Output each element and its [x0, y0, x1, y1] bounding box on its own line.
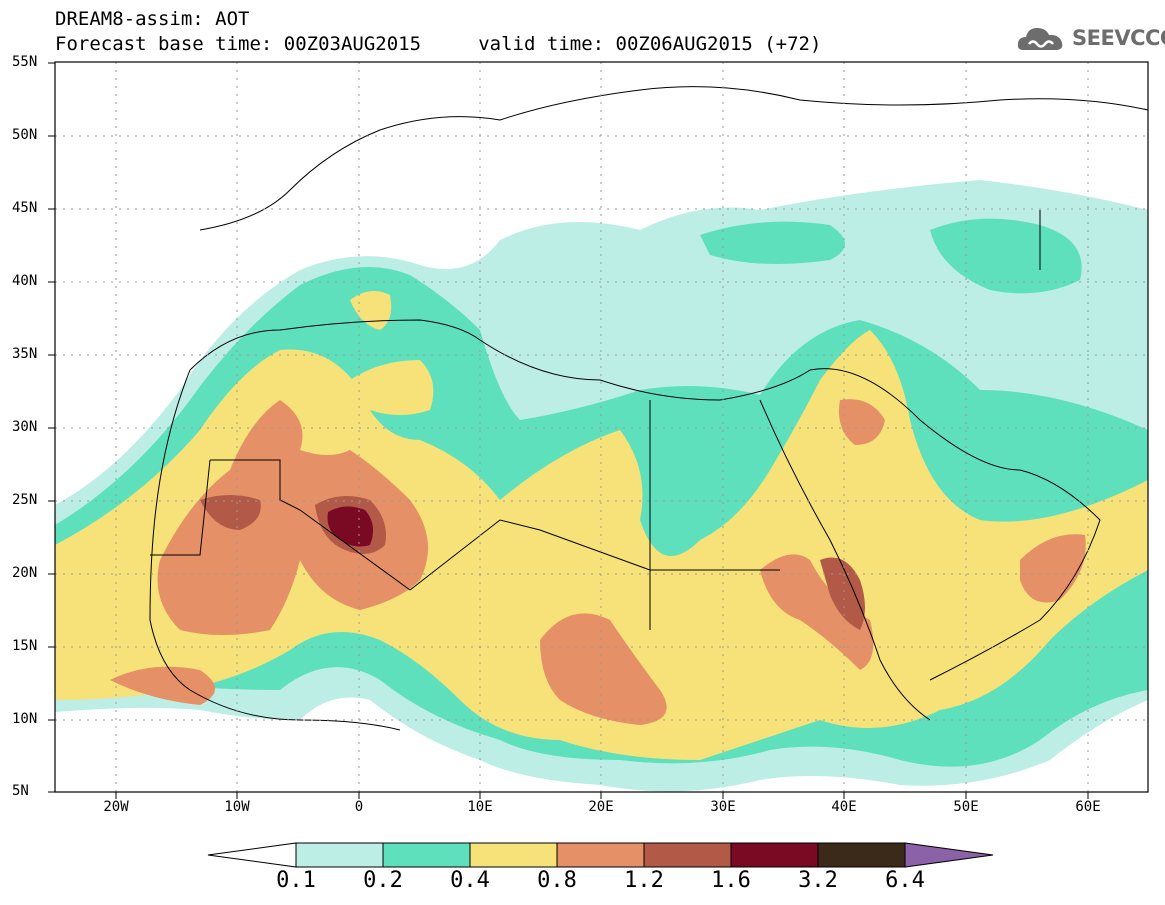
aot-contour-0.4-spain [350, 291, 392, 330]
border-sahel [150, 459, 211, 556]
coastline-europe [199, 86, 1148, 231]
map-subtitle-times: Forecast base time: 00Z03AUG2015 valid t… [55, 33, 822, 55]
lat-label: 10N [12, 711, 38, 727]
lon-label: 40E [831, 799, 857, 815]
lat-label: 30N [12, 419, 38, 435]
border-sahara-2 [409, 519, 651, 630]
aot-contour-0.8-arabia [839, 399, 885, 445]
aot-contour-0.4-algeria [350, 360, 434, 415]
lat-label: 15N [12, 638, 38, 654]
coastline-red-sea [759, 399, 931, 721]
colorbar-label: 0.1 [276, 868, 316, 893]
colorbar-label: 0.8 [537, 868, 577, 893]
lon-label: 20E [588, 799, 614, 815]
lat-label: 35N [12, 346, 38, 362]
lon-label: 50E [953, 799, 979, 815]
lon-label: 20W [103, 799, 129, 815]
aot-contour-1.6 [327, 506, 374, 547]
lon-label: 10W [224, 799, 250, 815]
lon-label: 10E [467, 799, 493, 815]
aot-contour-0.8-oman [1020, 534, 1086, 603]
border-egypt [649, 400, 780, 571]
colorbar-label: 3.2 [798, 868, 838, 893]
cloud-logo-icon [1017, 28, 1063, 50]
lon-label: 0 [354, 799, 364, 815]
lat-label: 50N [12, 127, 38, 143]
aot-contour-1.2-ethiopia [820, 557, 865, 630]
colorbar-label: 6.4 [885, 868, 925, 893]
colorbar-label: 1.2 [624, 868, 664, 893]
lat-label: 25N [12, 492, 38, 508]
aot-contour-0.8 [157, 400, 428, 635]
lon-label: 60E [1075, 799, 1101, 815]
aot-contour-0.2-north [930, 218, 1082, 294]
border-sahara-1 [210, 459, 411, 591]
coastline-arabia [809, 368, 1101, 681]
aot-contour-0.8-chad [540, 613, 667, 725]
lat-label: 20N [12, 565, 38, 581]
lat-label: 40N [12, 273, 38, 289]
colorbar-label: 0.2 [363, 868, 403, 893]
map-title: DREAM8-assim: AOT [55, 8, 250, 30]
logo-text: SEEVCCC [1072, 26, 1165, 50]
aot-contour-0.8-sudan [760, 554, 874, 670]
aot-contour-0.2-black-sea [700, 221, 845, 264]
lat-label: 45N [12, 200, 38, 216]
coastline-north-africa [189, 319, 811, 401]
colorbar-label: 0.4 [450, 868, 490, 893]
aot-contour-0.8-senegal [110, 666, 215, 705]
colorbar-label: 1.6 [711, 868, 751, 893]
lat-label: 55N [12, 54, 38, 70]
lat-label: 5N [12, 783, 29, 799]
aot-contour-1.2 [200, 495, 261, 530]
lon-label: 30E [710, 799, 736, 815]
